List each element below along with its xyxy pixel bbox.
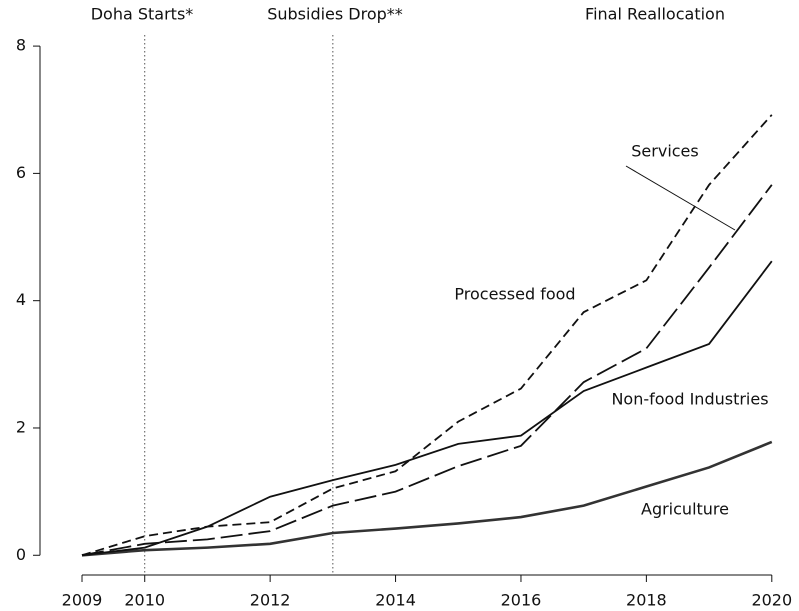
y-tick-label: 8 [16, 36, 26, 55]
label-pointer [625, 165, 736, 231]
y-tick-label: 6 [16, 163, 26, 182]
annotation: Final Reallocation [585, 5, 725, 24]
y-tick-label: 4 [16, 290, 26, 309]
x-tick-label: 2009 [62, 591, 103, 610]
series-label: Agriculture [641, 500, 729, 519]
x-tick-label: 2010 [124, 591, 165, 610]
y-tick-label: 2 [16, 417, 26, 436]
series-label: Processed food [454, 285, 575, 304]
series-line [81, 114, 773, 557]
annotation: Doha Starts* [91, 5, 194, 24]
series-label: Services [631, 142, 698, 161]
x-tick-label: 2018 [626, 591, 667, 610]
series-label: Non-food Industries [611, 390, 768, 409]
annotation: Subsidies Drop** [267, 5, 403, 24]
x-tick-label: 2012 [250, 591, 291, 610]
x-tick-label: 2020 [751, 591, 792, 610]
x-tick-label: 2014 [375, 591, 416, 610]
series-line [81, 260, 773, 557]
y-tick-label: 0 [16, 545, 26, 564]
series-line [81, 440, 773, 557]
x-tick-label: 2016 [501, 591, 542, 610]
series-line [81, 184, 773, 557]
